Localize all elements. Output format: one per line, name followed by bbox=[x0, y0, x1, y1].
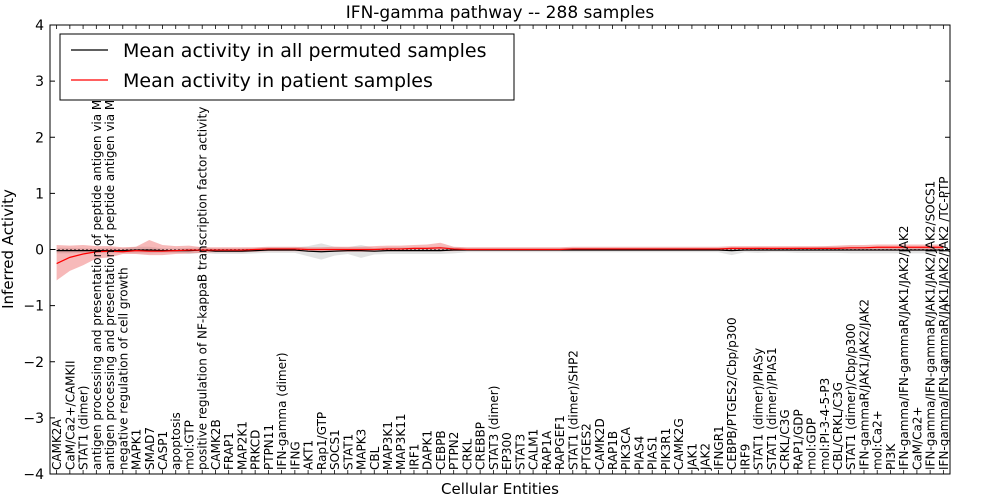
x-tick-label: CBL bbox=[368, 446, 382, 470]
y-tick-label: −4 bbox=[23, 467, 44, 483]
x-tick-label: Rap1/GTP bbox=[315, 412, 329, 470]
y-tick-label: −2 bbox=[23, 355, 44, 371]
x-tick-label: CAMK2G bbox=[672, 418, 686, 470]
x-tick-label: STAT1 (dimer)/PIASy bbox=[752, 348, 766, 470]
x-tick-label: STAT1 (dimer) bbox=[77, 386, 91, 470]
y-tick-label: 3 bbox=[35, 74, 44, 90]
x-tick-label: PIAS1 bbox=[646, 436, 660, 470]
x-tick-label: CaM/Ca2+/CAMKII bbox=[63, 361, 77, 470]
x-tick-label: RAP1A bbox=[540, 430, 554, 470]
x-tick-label: CEBPB/PTGES2/Cbp/p300 bbox=[725, 317, 739, 470]
y-axis-label: Inferred Activity bbox=[0, 189, 17, 309]
x-tick-label: CEBPB bbox=[434, 430, 448, 470]
band-patient bbox=[56, 239, 944, 281]
x-tick-label: positive regulation of NF-kappaB transcr… bbox=[196, 107, 210, 470]
x-tick-label: IRF9 bbox=[738, 444, 752, 470]
axes: −4 −3 −2 −1 0 1 2 3 4 bbox=[23, 18, 951, 483]
x-tick-label: STAT1 bbox=[341, 434, 355, 470]
x-axis-label: Cellular Entities bbox=[441, 480, 559, 498]
chart-title: IFN-gamma pathway -- 288 samples bbox=[346, 3, 655, 23]
x-tick-label: MAP3K1 bbox=[381, 421, 395, 470]
x-tick-label: DAPK1 bbox=[421, 430, 435, 470]
band-permuted bbox=[56, 243, 944, 260]
x-tick-label: FRAP1 bbox=[222, 432, 236, 470]
x-tick-label: mol:GTP bbox=[182, 420, 196, 470]
x-tick-label: MAPK3 bbox=[355, 429, 369, 470]
legend: Mean activity in all permuted samples Me… bbox=[59, 33, 515, 101]
x-tick-label: IFN-gamma/IFN-gammaR/JAK1/JAK2/JAK2 /TC-… bbox=[937, 176, 951, 470]
x-tick-label: mol:GDP bbox=[805, 418, 819, 470]
legend-label-patient: Mean activity in patient samples bbox=[123, 70, 433, 92]
x-tick-label: STAT1 (dimer)/SHP2 bbox=[566, 350, 580, 470]
x-tick-label: SMAD7 bbox=[143, 427, 157, 470]
x-tick-label: IFN-gammaR/JAK1/JAK2/JAK2 bbox=[857, 299, 871, 470]
x-tick-label: PIK3R1 bbox=[659, 428, 673, 470]
x-tick-label: CASP1 bbox=[156, 431, 170, 470]
x-tick-label: CaM/Ca2+ bbox=[910, 406, 924, 470]
x-tick-label: antigen processing and presentation of p… bbox=[103, 38, 117, 470]
x-tick-label: PI3K bbox=[884, 443, 898, 470]
x-tick-label: IFNG bbox=[288, 441, 302, 470]
y-tick-label: 1 bbox=[35, 186, 44, 202]
y-tick-label: 0 bbox=[35, 243, 44, 259]
x-tick-label: IFN-gamma/IFN-gammaR/JAK1/JAK2/JAK2/SOCS… bbox=[924, 181, 938, 470]
x-tick-label: CRKL bbox=[460, 438, 474, 470]
x-tick-label: IRF1 bbox=[407, 444, 421, 470]
x-tick-label: STAT1 (dimer)/PIAS1 bbox=[765, 347, 779, 470]
x-tick-label: SOCS1 bbox=[328, 429, 342, 470]
x-tick-label: PIAS4 bbox=[632, 436, 646, 470]
x-tick-label: CAMK2A bbox=[50, 419, 64, 470]
x-tick-label: MAP2K1 bbox=[235, 421, 249, 470]
x-tick-label: mol:PI-3-4-5-P3 bbox=[818, 378, 832, 470]
x-tick-label: MAP3K11 bbox=[394, 413, 408, 470]
x-tick-label: antigen processing and presentation of p… bbox=[90, 41, 104, 470]
x-tick-label: AKT1 bbox=[302, 440, 316, 470]
x-tick-label: STAT1 (dimer)/Cbp/p300 bbox=[844, 323, 858, 470]
x-tick-label: CAMK2B bbox=[209, 419, 223, 470]
x-tick-label: mol:Ca2+ bbox=[871, 410, 885, 470]
x-tick-label: CALM1 bbox=[527, 429, 541, 470]
x-tick-label: EP300 bbox=[500, 432, 514, 470]
x-tick-label: MAPK1 bbox=[130, 429, 144, 470]
legend-box bbox=[59, 33, 515, 101]
y-tick-label: 4 bbox=[35, 18, 44, 34]
x-tick-label: CBL/CRKL/C3G bbox=[831, 382, 845, 470]
x-tick-label: CRKL/C3G bbox=[778, 409, 792, 470]
x-tick-label: CREBBP bbox=[474, 422, 488, 470]
x-tick-label: RAP1/GDP bbox=[791, 409, 805, 470]
x-tick-label: PTPN2 bbox=[447, 432, 461, 470]
x-tick-label: CAMK2D bbox=[593, 418, 607, 470]
x-tick-label: IFNGR1 bbox=[712, 425, 726, 470]
x-tick-label: PIK3CA bbox=[619, 426, 633, 470]
legend-label-permuted: Mean activity in all permuted samples bbox=[123, 40, 486, 62]
confidence-bands bbox=[56, 239, 944, 281]
x-tick-label: RAP1B bbox=[606, 431, 620, 470]
y-tick-label: −3 bbox=[23, 411, 44, 427]
x-tick-label: negative regulation of cell growth bbox=[116, 267, 130, 470]
x-tick-label: PTPN11 bbox=[262, 424, 276, 470]
series-line-patient bbox=[56, 246, 944, 265]
y-tick-label: 2 bbox=[35, 130, 44, 146]
x-tick-label: JAK2 bbox=[699, 443, 713, 471]
x-tick-labels: CAMK2A CaM/Ca2+/CAMKII STAT1 (dimer) antige… bbox=[50, 38, 951, 471]
x-tick-label: STAT3 (dimer) bbox=[487, 386, 501, 470]
series-lines bbox=[56, 246, 944, 265]
x-tick-label: IFN-gamma (dimer) bbox=[275, 352, 289, 470]
x-tick-label: STAT3 bbox=[513, 434, 527, 470]
x-tick-label: RAPGEF1 bbox=[553, 415, 567, 470]
x-tick-label: PRKCD bbox=[249, 430, 263, 470]
y-tick-label: −1 bbox=[23, 299, 44, 315]
x-tick-label: JAK1 bbox=[685, 443, 699, 471]
x-tick-label: IFN-gamma/IFN-gammaR/JAK1/JAK2/JAK2 bbox=[897, 225, 911, 470]
x-tick-label: PTGES2 bbox=[580, 423, 594, 470]
x-tick-label: apoptosis bbox=[169, 412, 183, 470]
